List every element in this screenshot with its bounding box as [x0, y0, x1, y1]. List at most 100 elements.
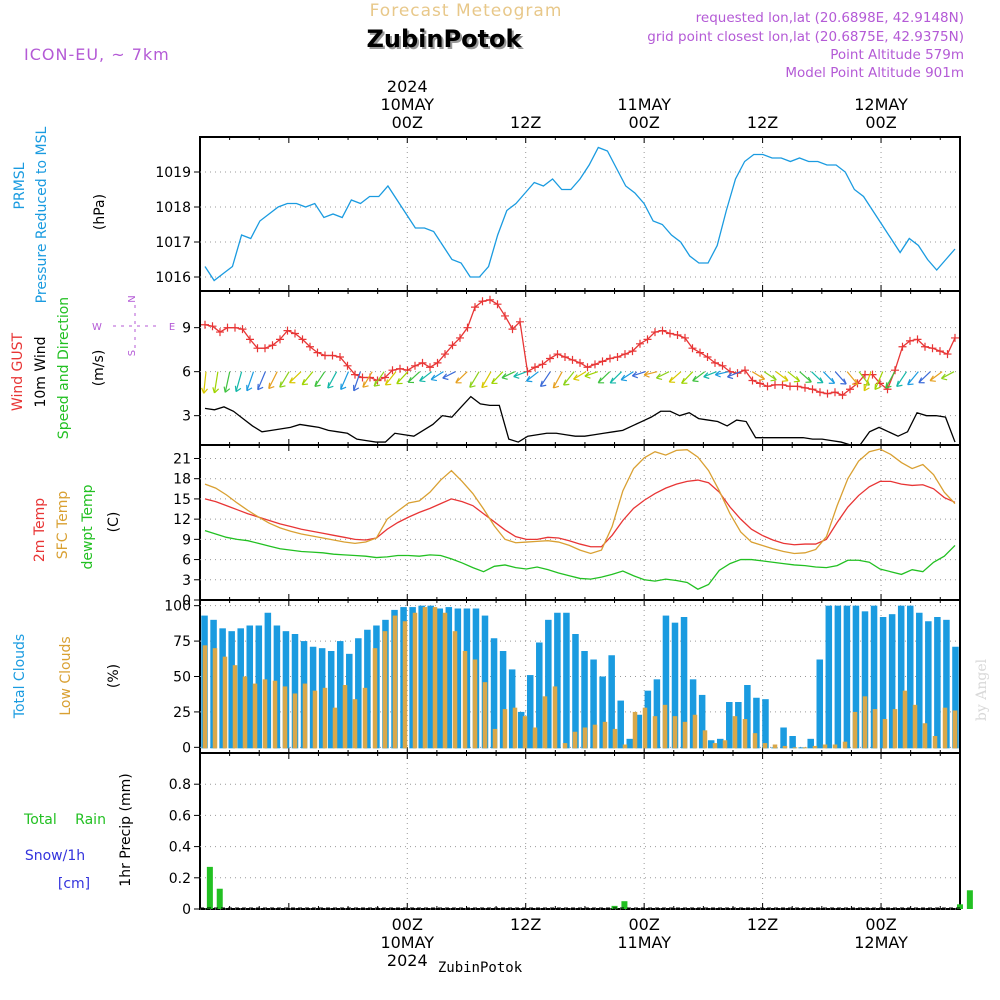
low-cloud-bar — [302, 683, 308, 749]
compass-rose: W E N S — [92, 295, 175, 356]
wind-arrow-head — [396, 378, 403, 385]
temperature-ytick-label: 6 — [182, 553, 191, 569]
total-cloud-bar — [581, 651, 588, 749]
compass-s: S — [127, 350, 138, 356]
wind-arrow-head — [234, 385, 242, 393]
gust-marker — [336, 353, 344, 361]
gust-marker — [681, 333, 689, 342]
low-cloud-bar — [772, 744, 778, 749]
low-cloud-bar — [672, 716, 678, 749]
bottom-time-label: 10MAY — [380, 933, 434, 952]
top-time-label: 12Z — [510, 113, 541, 132]
total-cloud-bar — [508, 669, 516, 749]
wind-arrow-head — [817, 377, 824, 384]
wind-arrow-head — [727, 372, 734, 380]
low-cloud-bar — [802, 747, 808, 749]
rain-bar — [206, 866, 213, 909]
wind-arrow-head — [513, 372, 520, 379]
station-name-shadow: ZubinPotok — [369, 27, 525, 55]
forecast-title: Forecast Meteogram — [370, 1, 563, 21]
low-cloud-bar — [532, 727, 538, 749]
total-cloud-bar — [255, 625, 263, 749]
low-cloud-bar — [842, 741, 848, 749]
low-cloud-bar — [822, 744, 828, 749]
gust-marker — [771, 380, 779, 389]
wind-arrow-head — [212, 387, 220, 394]
wind-arrow-head — [609, 377, 617, 384]
wind-direction-arrow — [289, 371, 302, 384]
wind-direction-arrow — [419, 371, 432, 382]
total-cloud-bar — [653, 679, 661, 749]
rain-bar — [621, 901, 628, 909]
low-cloud-bar — [602, 721, 608, 749]
wind-ytick-label: 9 — [182, 321, 191, 337]
total-cloud-bar — [346, 653, 353, 749]
gust-marker — [666, 329, 674, 338]
wind-direction-arrow — [668, 371, 682, 383]
total-cloud-bar — [599, 676, 606, 749]
gust-marker — [883, 385, 892, 394]
low-cloud-bar — [932, 736, 938, 749]
gust-marker — [486, 295, 494, 304]
wind-direction-arrow — [407, 371, 421, 383]
low-cloud-bar — [522, 716, 528, 749]
gust-marker — [673, 331, 682, 339]
precipitation-frame — [199, 752, 961, 910]
gust-marker — [898, 342, 907, 351]
top-time-label: 00Z — [628, 113, 659, 132]
wind-arrow-head — [584, 371, 591, 379]
gust-marker — [658, 326, 667, 335]
total-cloud-bar — [635, 714, 643, 749]
wind-arrow-head — [246, 384, 253, 392]
wind-arrow-head — [597, 377, 605, 384]
wind-arrow-head — [407, 376, 415, 384]
total-cloud-bar — [952, 646, 959, 749]
low-cloud-bar — [542, 696, 548, 749]
gust-marker — [606, 354, 614, 363]
pressure-ytick-label: 1018 — [155, 200, 191, 216]
temperature-panel: 0 3 6 9 12 15 18 21 — [173, 444, 961, 609]
gust-marker — [808, 385, 817, 394]
total-cloud-bar — [626, 738, 634, 749]
wind-arrow-head — [223, 386, 231, 393]
total-cloud-bar — [744, 685, 751, 749]
low-cloud-bar — [462, 651, 468, 749]
wind-direction-arrow — [874, 371, 884, 390]
pressure-frame — [199, 136, 961, 292]
total-cloud-bar — [861, 611, 869, 749]
total-cloud-bar — [753, 697, 760, 749]
gust-marker — [411, 361, 419, 370]
bottom-time-label: 12MAY — [854, 933, 908, 952]
model-altitude: Model Point Altitude 901m — [785, 65, 964, 81]
wind-arrow-head — [940, 373, 948, 381]
low-cloud-bar — [592, 724, 598, 749]
wind-direction-arrow — [362, 371, 373, 388]
wind-direction-arrow — [246, 371, 255, 391]
pressure-prmsl-line — [204, 146, 956, 282]
wind-arrow-head — [419, 375, 426, 383]
gust-marker — [553, 350, 562, 359]
total-cloud-bar — [264, 612, 272, 749]
precipitation-ytick-label: 0 — [182, 902, 191, 918]
gust-marker — [538, 360, 547, 369]
gust-marker — [426, 363, 434, 372]
pressure-ytick-label: 1019 — [155, 165, 191, 181]
wind-arrow-head — [455, 377, 462, 384]
low-cloud-bar — [502, 709, 508, 749]
credit-watermark: by Angel — [974, 658, 990, 721]
wind-direction-arrow — [751, 371, 765, 380]
low-cloud-bar — [852, 711, 858, 749]
gust-marker — [891, 366, 899, 375]
total-cloud-bar — [454, 608, 462, 749]
gust-marker — [643, 335, 652, 344]
pressure-label-2: Pressure Reduced to MSL — [34, 126, 50, 303]
dewpt-label: dewpt Temp — [80, 484, 96, 569]
wind-arrow-head — [430, 374, 437, 382]
wind-direction-arrow — [692, 371, 706, 382]
gust-marker — [381, 373, 389, 382]
wind-direction-arrow — [314, 371, 326, 387]
gust-marker — [201, 320, 209, 329]
low-cloud-bar — [662, 704, 668, 749]
temperature-ytick-label: 15 — [173, 492, 191, 508]
